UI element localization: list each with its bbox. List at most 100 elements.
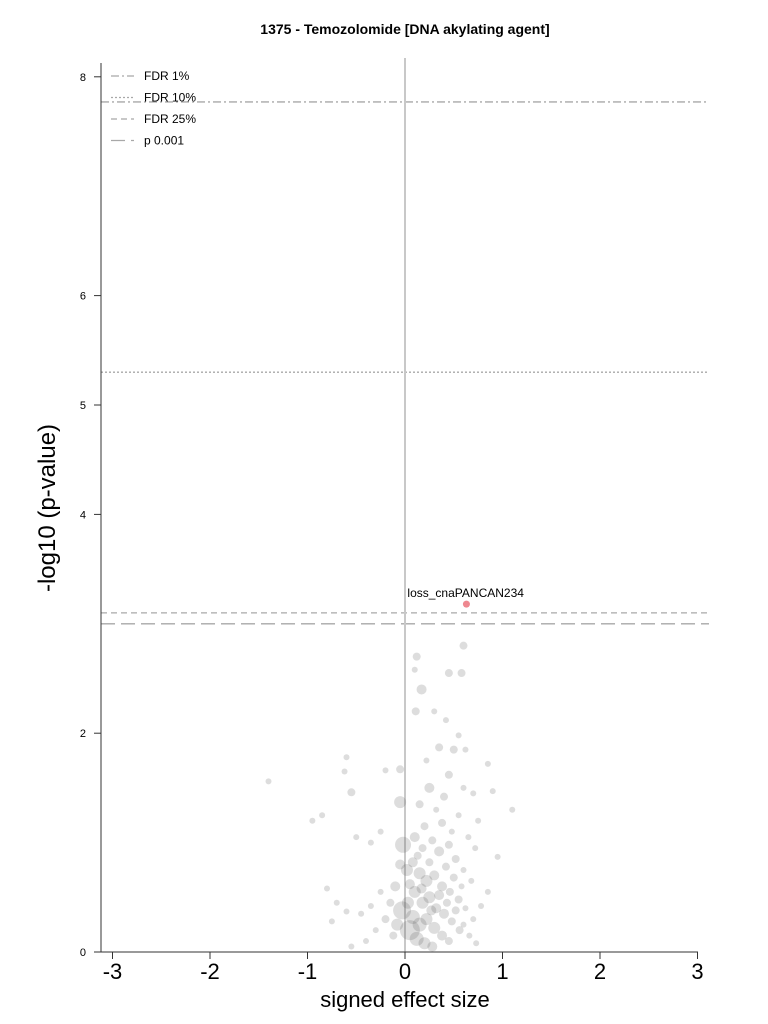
y-tick-label: 8 bbox=[80, 72, 86, 84]
data-point bbox=[444, 770, 453, 779]
data-point bbox=[382, 767, 389, 774]
y-tick-label: 2 bbox=[80, 728, 86, 740]
data-point bbox=[399, 920, 420, 941]
data-point bbox=[395, 859, 406, 870]
x-tick-label: 3 bbox=[691, 959, 703, 984]
data-point bbox=[324, 885, 330, 892]
data-point bbox=[367, 903, 374, 910]
data-point bbox=[470, 916, 477, 923]
data-point bbox=[440, 792, 448, 801]
data-point bbox=[358, 910, 365, 917]
data-point bbox=[431, 903, 442, 914]
data-point bbox=[465, 834, 472, 841]
data-point bbox=[420, 822, 429, 831]
data-point bbox=[449, 873, 458, 882]
data-point bbox=[473, 940, 480, 947]
y-tick-label: 6 bbox=[80, 291, 86, 303]
highlight-label: loss_cnaPANCAN234 bbox=[407, 586, 524, 600]
data-point bbox=[408, 885, 421, 898]
data-point bbox=[409, 832, 420, 843]
y-tick-label: 4 bbox=[80, 509, 86, 521]
data-point bbox=[428, 921, 441, 934]
y-tick-label: 5 bbox=[80, 400, 86, 412]
x-tick-label: -3 bbox=[103, 959, 123, 984]
data-point bbox=[395, 836, 412, 853]
data-point bbox=[391, 918, 404, 931]
data-point bbox=[348, 943, 355, 950]
data-point bbox=[455, 732, 462, 739]
data-point bbox=[328, 918, 335, 925]
x-tick-label: 0 bbox=[399, 959, 411, 984]
data-point bbox=[416, 684, 427, 695]
y-tick-label: 0 bbox=[80, 947, 86, 959]
data-point bbox=[444, 840, 453, 849]
data-point bbox=[494, 853, 501, 860]
data-point bbox=[377, 828, 384, 835]
data-point bbox=[341, 768, 348, 775]
data-point bbox=[393, 901, 412, 920]
data-point bbox=[444, 669, 453, 678]
chart-title: 1375 - Temozolomide [DNA akylating agent… bbox=[260, 21, 549, 37]
data-point bbox=[424, 782, 435, 793]
data-point bbox=[451, 906, 460, 915]
legend-label: FDR 10% bbox=[144, 91, 196, 105]
data-point bbox=[347, 788, 356, 797]
data-point bbox=[413, 867, 426, 880]
data-point bbox=[363, 938, 369, 945]
data-point bbox=[431, 708, 438, 715]
data-point bbox=[420, 913, 433, 926]
data-point bbox=[420, 874, 433, 887]
data-point bbox=[460, 866, 467, 873]
data-point bbox=[429, 870, 440, 881]
legend-label: p 0.001 bbox=[144, 134, 184, 148]
data-point bbox=[415, 800, 424, 809]
data-point bbox=[426, 905, 437, 916]
data-point bbox=[409, 931, 424, 946]
data-point bbox=[484, 888, 491, 895]
data-point bbox=[438, 818, 447, 827]
data-point bbox=[447, 917, 456, 926]
data-point bbox=[455, 812, 462, 819]
y-ticks: 0 2 4 5 6 8 bbox=[80, 72, 101, 959]
legend: FDR 1% FDR 10% FDR 25% p 0.001 bbox=[111, 69, 196, 148]
data-points bbox=[265, 641, 516, 952]
data-point bbox=[470, 790, 477, 797]
data-point bbox=[460, 784, 467, 791]
legend-label: FDR 25% bbox=[144, 112, 196, 126]
data-point bbox=[343, 754, 350, 761]
data-point bbox=[428, 836, 437, 845]
data-point bbox=[509, 806, 516, 813]
data-point bbox=[462, 905, 469, 912]
data-point bbox=[433, 806, 440, 813]
y-axis-label: -log10 (p-value) bbox=[34, 424, 61, 592]
data-point bbox=[448, 828, 455, 835]
data-point bbox=[386, 898, 395, 907]
data-point bbox=[437, 881, 448, 892]
data-point bbox=[367, 839, 374, 846]
data-point bbox=[423, 891, 436, 904]
data-point bbox=[425, 858, 434, 867]
data-point bbox=[333, 899, 340, 906]
data-point bbox=[475, 817, 482, 824]
data-point bbox=[411, 666, 418, 673]
data-point bbox=[396, 765, 405, 774]
data-point bbox=[423, 757, 430, 764]
data-point bbox=[418, 937, 431, 950]
x-tick-label: 2 bbox=[594, 959, 606, 984]
data-point bbox=[454, 895, 463, 904]
data-point bbox=[413, 851, 422, 860]
data-point bbox=[407, 857, 418, 868]
data-point bbox=[343, 908, 350, 915]
axes bbox=[100, 63, 698, 953]
data-point bbox=[377, 888, 384, 895]
data-point bbox=[353, 834, 360, 841]
data-point bbox=[442, 717, 449, 724]
data-point bbox=[484, 760, 491, 767]
data-point bbox=[458, 883, 465, 890]
data-point bbox=[427, 941, 438, 952]
x-tick-label: -1 bbox=[298, 959, 318, 984]
data-point bbox=[459, 641, 468, 650]
data-point bbox=[437, 930, 448, 941]
data-point bbox=[457, 669, 466, 678]
